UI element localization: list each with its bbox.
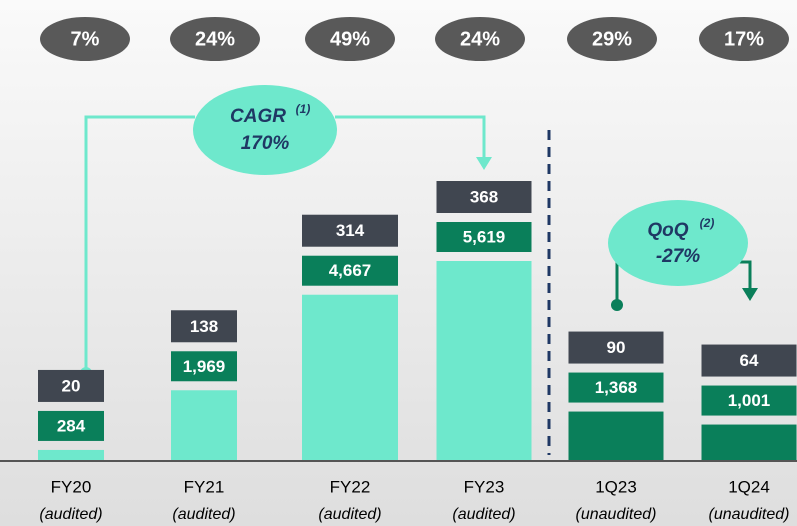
growth-label: 17% xyxy=(724,28,764,50)
top-label-box xyxy=(436,181,532,213)
cagr-label: CAGR xyxy=(230,106,286,127)
top-label: 64 xyxy=(740,351,759,370)
value-label: 1,368 xyxy=(595,378,638,397)
growth-label: 7% xyxy=(71,28,100,50)
bar xyxy=(38,449,104,460)
qoq-dot xyxy=(611,299,623,311)
growth-label: 24% xyxy=(195,28,235,50)
value-label: 284 xyxy=(57,416,86,435)
x-tick-label: 1Q24 xyxy=(728,477,770,496)
cagr-arrow xyxy=(476,157,492,170)
bar xyxy=(302,294,398,460)
value-label: 1,969 xyxy=(183,357,226,376)
value-label-box xyxy=(171,351,237,382)
qoq-value: -27% xyxy=(656,246,700,267)
growth-label: 29% xyxy=(592,28,632,50)
value-label-box xyxy=(701,385,797,416)
cagr-value: 170% xyxy=(241,133,290,154)
growth-bubble xyxy=(567,17,657,61)
cagr-connector xyxy=(335,115,486,160)
growth-bubble xyxy=(699,17,789,61)
x-tick-subtitle: (audited) xyxy=(39,506,102,523)
bar xyxy=(568,411,664,460)
growth-bubble xyxy=(305,17,395,61)
x-tick-subtitle: (audited) xyxy=(172,506,235,523)
bar xyxy=(171,390,237,460)
qoq-sup: (2) xyxy=(700,216,715,230)
value-label-box xyxy=(568,372,664,403)
top-label: 20 xyxy=(62,376,81,395)
x-tick-subtitle: (unaudited) xyxy=(576,506,657,523)
top-label-box xyxy=(701,344,797,377)
growth-bubble xyxy=(40,17,130,61)
growth-bubble xyxy=(170,17,260,61)
value-label: 5,619 xyxy=(463,227,506,246)
top-label: 138 xyxy=(190,317,218,336)
x-tick-subtitle: (audited) xyxy=(318,506,381,523)
growth-label: 24% xyxy=(460,28,500,50)
bar xyxy=(701,424,797,460)
growth-label: 49% xyxy=(330,28,370,50)
x-tick-subtitle: (audited) xyxy=(452,506,515,523)
bar xyxy=(436,261,532,460)
top-label-box xyxy=(568,331,664,364)
value-label: 1,001 xyxy=(728,391,771,410)
x-tick-label: 1Q23 xyxy=(595,477,637,496)
value-label-box xyxy=(38,410,104,441)
value-label-box xyxy=(436,222,532,252)
x-tick-label: FY22 xyxy=(330,477,371,496)
top-label-box xyxy=(302,214,398,247)
cagr-bubble xyxy=(193,85,337,175)
qoq-bubble xyxy=(608,200,748,286)
x-tick-label: FY21 xyxy=(184,477,225,496)
top-label-box xyxy=(38,369,104,402)
cagr-connector xyxy=(84,115,195,373)
top-label-box xyxy=(171,310,237,343)
value-label-box xyxy=(302,255,398,286)
cagr-sup: (1) xyxy=(296,102,311,116)
value-label: 4,667 xyxy=(329,261,372,280)
growth-bubble xyxy=(435,17,525,61)
x-tick-label: FY20 xyxy=(51,477,92,496)
qoq-label: QoQ xyxy=(647,220,688,241)
x-tick-label: FY23 xyxy=(464,477,505,496)
top-label: 368 xyxy=(470,187,498,206)
top-label: 314 xyxy=(336,221,365,240)
x-tick-subtitle: (unaudited) xyxy=(709,506,790,523)
qoq-arrow xyxy=(742,288,758,301)
top-label: 90 xyxy=(607,338,626,357)
